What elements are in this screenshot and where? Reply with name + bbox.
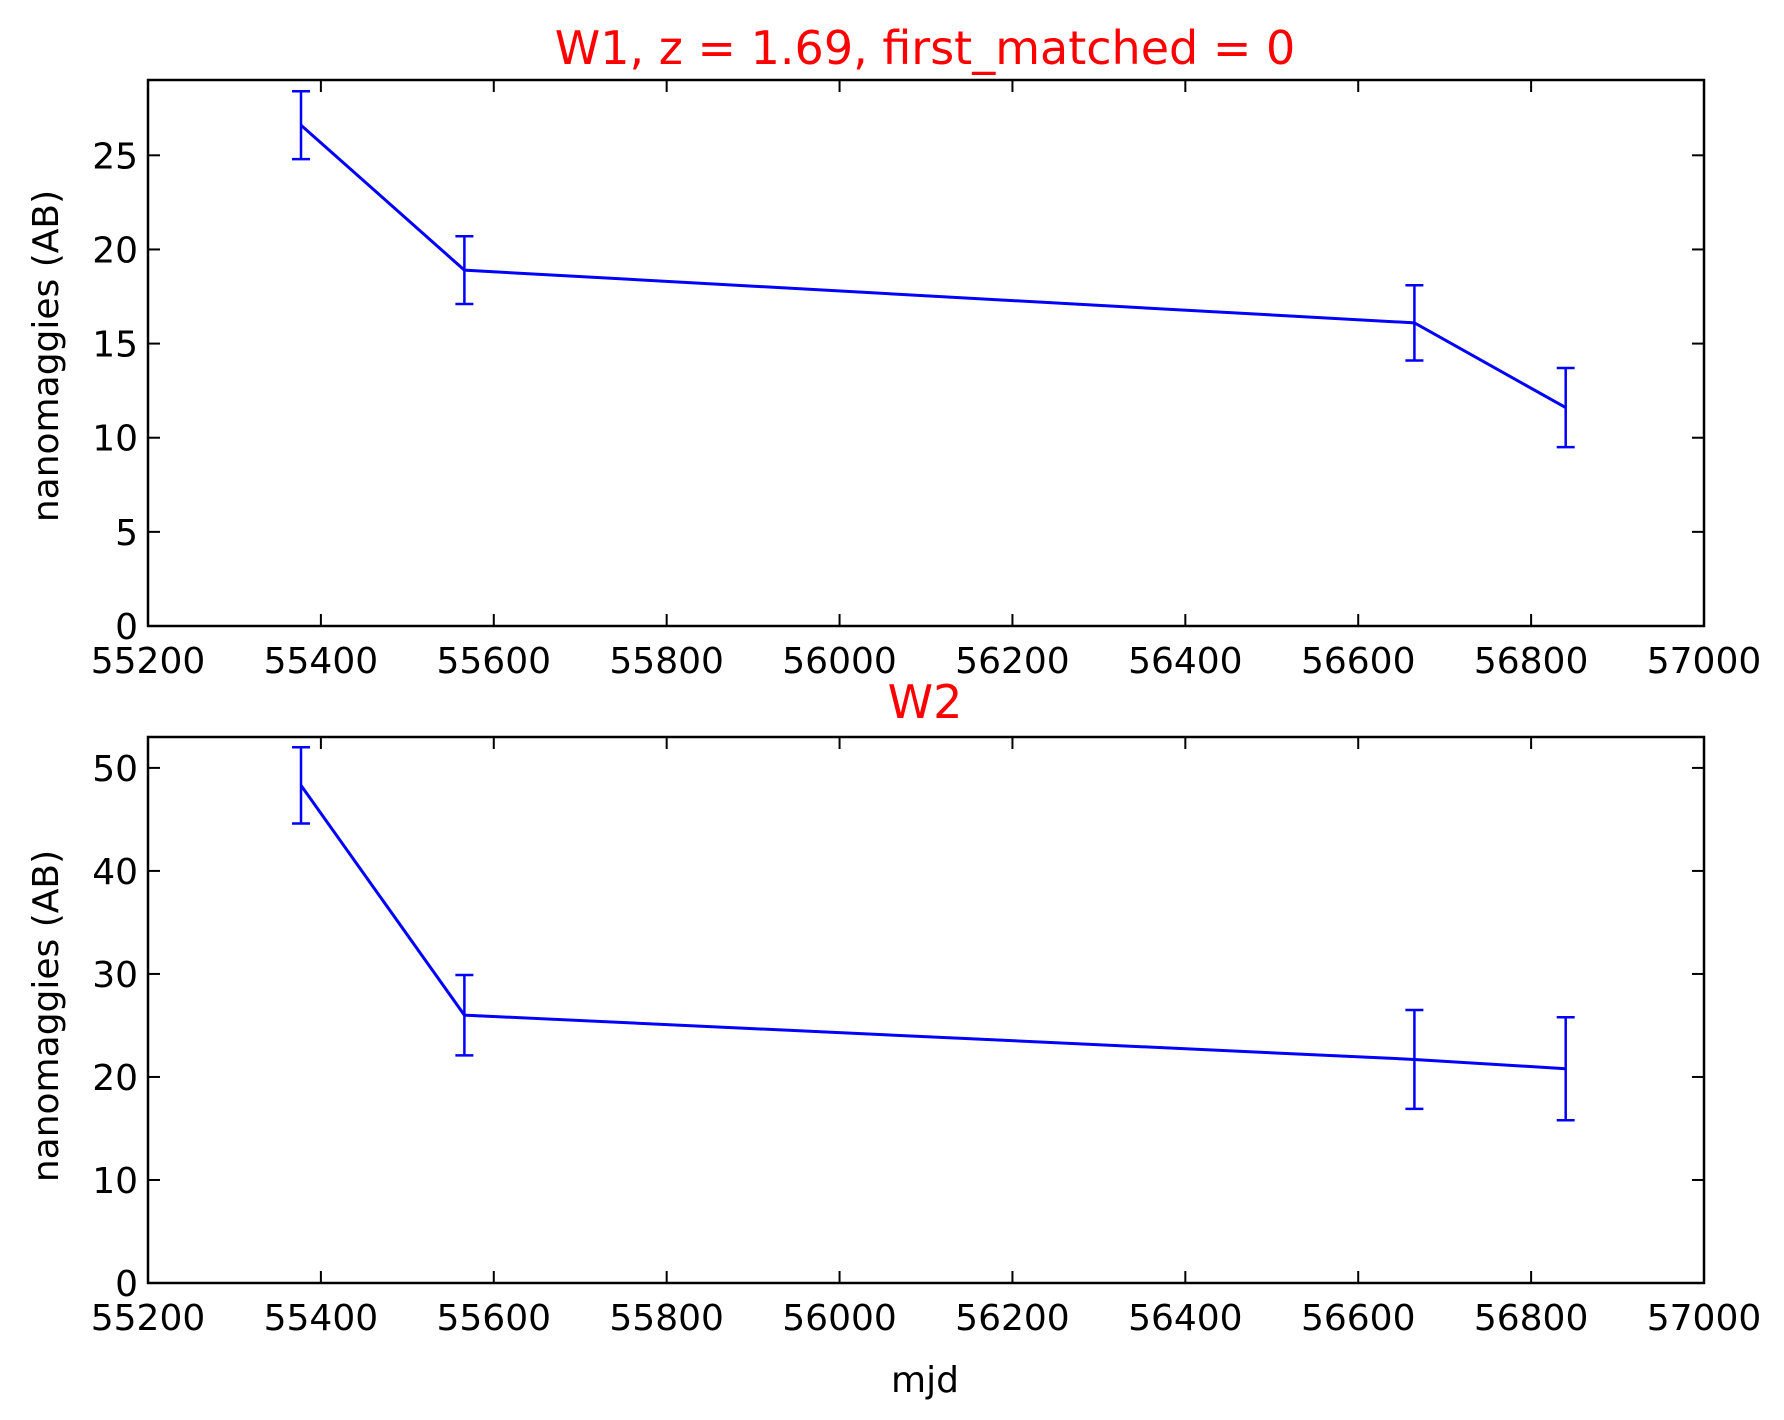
w1-panel-plot-area	[292, 90, 1575, 449]
w2-panel: W2 nanomaggies (AB) mjd 55200 55400 55600 5…	[26, 675, 1761, 1401]
x-tick-label: 55400	[264, 1298, 379, 1339]
x-tick-label: 56800	[1474, 1298, 1589, 1339]
error-bar	[1556, 1015, 1575, 1122]
error-bar	[292, 746, 311, 825]
error-bar	[455, 973, 474, 1057]
w2-panel-xlabel: mjd	[891, 1360, 959, 1401]
x-tick-label: 55600	[437, 641, 552, 682]
x-tick-label: 56800	[1474, 641, 1589, 682]
w1-panel-title: W1, z = 1.69, first_matched = 0	[555, 21, 1296, 75]
x-tick-label: 55400	[264, 641, 379, 682]
error-bar	[455, 235, 474, 306]
x-tick-label: 57000	[1647, 1298, 1762, 1339]
error-bar	[1556, 366, 1575, 449]
w1-panel-ylabel: nanomaggies (AB)	[26, 190, 67, 522]
y-tick-label: 25	[92, 136, 138, 177]
x-tick-label: 56400	[1128, 1298, 1243, 1339]
series-line	[300, 124, 1567, 409]
x-tick-label: 56000	[782, 1298, 897, 1339]
y-tick-label: 15	[92, 325, 138, 366]
w1-panel-ticks: 55200 55400 55600 55800 56000 56200 56400 56600…	[91, 80, 1762, 682]
y-tick-label: 20	[92, 1058, 138, 1099]
y-tick-label: 40	[92, 852, 138, 893]
y-tick-label: 10	[92, 419, 138, 460]
x-tick-label: 55800	[609, 1298, 724, 1339]
y-tick-label: 50	[92, 749, 138, 790]
x-tick-label: 56600	[1301, 641, 1416, 682]
w2-panel-ylabel: nanomaggies (AB)	[26, 850, 67, 1182]
x-tick-label: 57000	[1647, 641, 1762, 682]
y-tick-label: 30	[92, 955, 138, 996]
series-line	[299, 784, 1566, 1071]
x-tick-label: 55600	[437, 1298, 552, 1339]
x-tick-label: 55800	[609, 641, 724, 682]
w1-panel-frame	[146, 78, 1706, 628]
w2-panel-ticks: 55200 55400 55600 55800 56000 56200 56400 56600…	[91, 737, 1762, 1339]
y-tick-label: 20	[92, 230, 138, 271]
y-tick-label: 5	[115, 513, 138, 554]
x-tick-label: 56400	[1128, 641, 1243, 682]
y-tick-label: 0	[115, 607, 138, 648]
y-tick-label: 10	[92, 1161, 138, 1202]
x-tick-label: 56200	[955, 1298, 1070, 1339]
w2-panel-plot-area	[292, 746, 1575, 1122]
x-tick-label: 56000	[782, 641, 897, 682]
x-tick-label: 56200	[955, 641, 1070, 682]
error-bar	[1405, 1008, 1424, 1111]
y-tick-label: 0	[115, 1264, 138, 1305]
error-bar	[292, 90, 311, 161]
x-tick-label: 56600	[1301, 1298, 1416, 1339]
error-bar	[1405, 283, 1424, 362]
w2-panel-title: W2	[888, 675, 963, 729]
w2-panel-frame	[146, 735, 1706, 1285]
w1-panel: W1, z = 1.69, first_matched = 0 nanomagg…	[26, 21, 1761, 682]
x-tick-label: 55200	[91, 1298, 206, 1339]
x-tick-label: 55200	[91, 641, 206, 682]
